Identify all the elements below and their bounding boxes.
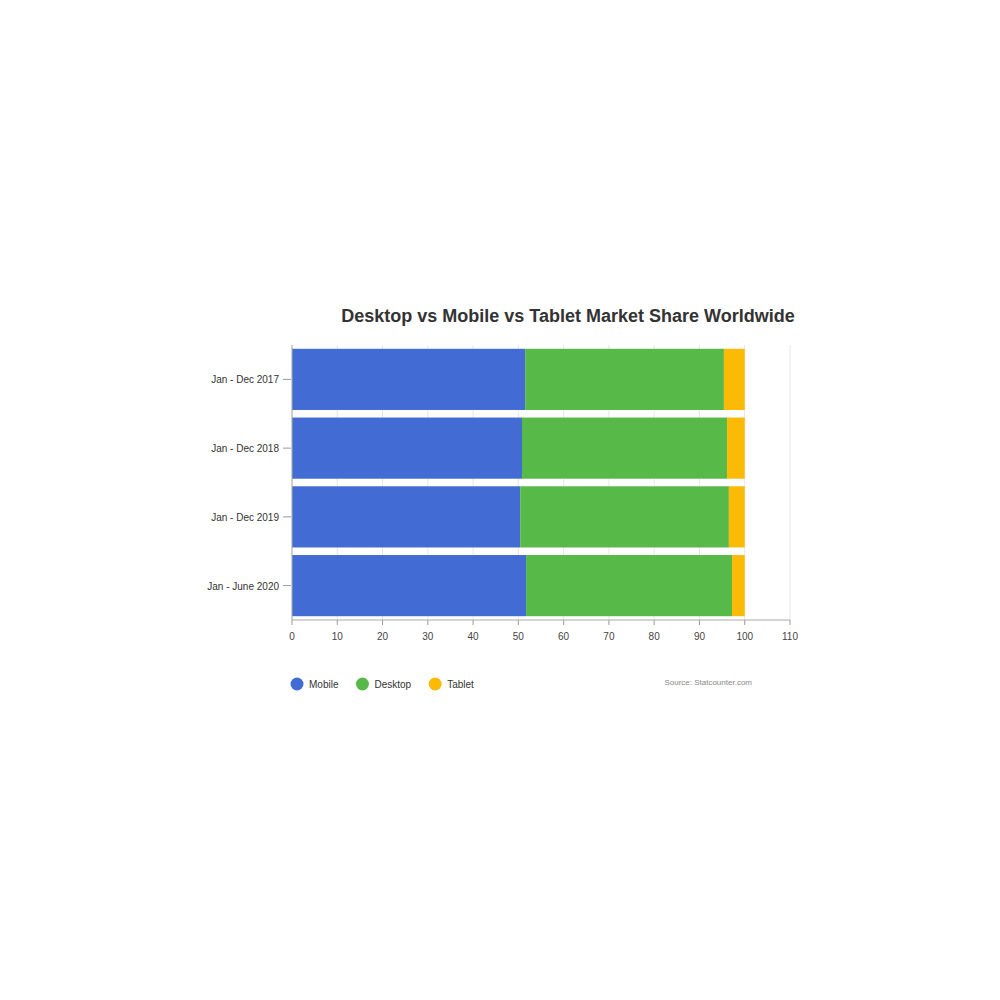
tick-mark xyxy=(608,620,609,625)
tick-label: 0 xyxy=(289,631,295,642)
tick-mark xyxy=(337,620,338,625)
tick-mark xyxy=(292,620,293,625)
source: Source: Statcounter.com xyxy=(664,678,752,687)
chart: Desktop vs Mobile vs Tablet Market Share… xyxy=(0,0,1000,1000)
tick-mark xyxy=(473,620,474,625)
legend-label: Desktop xyxy=(374,679,411,690)
category-label: Jan - Dec 2018 xyxy=(211,443,279,454)
tick-label: 20 xyxy=(377,631,389,642)
bar xyxy=(729,486,745,547)
tick-mark xyxy=(563,620,564,625)
category-tick xyxy=(283,379,291,380)
bar xyxy=(292,418,522,479)
category-tick xyxy=(283,448,291,449)
tick-label: 50 xyxy=(513,631,525,642)
tick-label: 100 xyxy=(736,631,753,642)
bar xyxy=(522,418,727,479)
bar xyxy=(526,555,732,616)
title: Desktop vs Mobile vs Tablet Market Share… xyxy=(341,306,794,326)
tick-label: 80 xyxy=(649,631,661,642)
y-axis xyxy=(292,345,293,620)
category-tick xyxy=(283,585,291,586)
legend-swatch xyxy=(429,678,442,691)
tick-mark xyxy=(790,620,791,625)
tick-mark xyxy=(744,620,745,625)
tick-label: 70 xyxy=(603,631,615,642)
tick-mark xyxy=(654,620,655,625)
bar xyxy=(724,349,745,410)
bar xyxy=(292,486,520,547)
legend-label: Mobile xyxy=(309,679,339,690)
category-label: Jan - Dec 2017 xyxy=(211,374,279,385)
legend-label: Tablet xyxy=(447,679,474,690)
bar xyxy=(292,349,525,410)
tick-label: 40 xyxy=(468,631,480,642)
tick-label: 60 xyxy=(558,631,570,642)
tick-mark xyxy=(427,620,428,625)
tick-mark xyxy=(382,620,383,625)
bar xyxy=(732,555,745,616)
tick-label: 90 xyxy=(694,631,706,642)
tick-label: 10 xyxy=(332,631,344,642)
category-tick xyxy=(283,516,291,517)
category-label: Jan - June 2020 xyxy=(207,581,279,592)
x-axis xyxy=(292,620,790,621)
grid-line xyxy=(790,345,791,620)
bar xyxy=(727,418,745,479)
bar xyxy=(292,555,526,616)
legend-swatch xyxy=(356,678,369,691)
bar xyxy=(520,486,729,547)
tick-label: 30 xyxy=(422,631,434,642)
bars xyxy=(292,349,745,616)
legend-swatch xyxy=(291,678,304,691)
tick-mark xyxy=(518,620,519,625)
grid-line xyxy=(292,345,293,620)
tick-label: 110 xyxy=(782,631,798,642)
bar xyxy=(525,349,724,410)
tick-mark xyxy=(699,620,700,625)
category-label: Jan - Dec 2019 xyxy=(211,512,279,523)
